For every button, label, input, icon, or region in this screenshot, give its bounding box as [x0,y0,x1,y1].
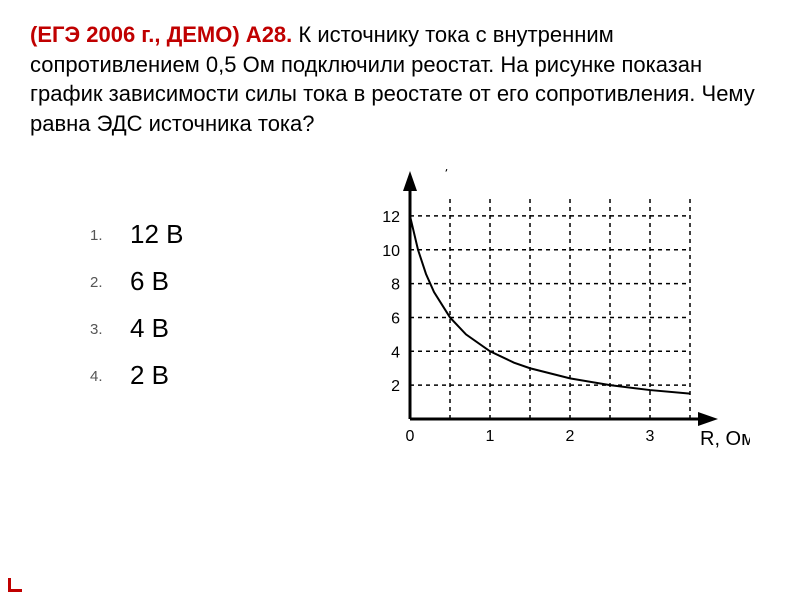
svg-text:I,A: I,A [438,169,463,174]
svg-text:6: 6 [391,310,400,327]
svg-text:10: 10 [382,243,400,260]
option-3: 4 В [90,313,330,344]
corner-decoration [8,578,22,592]
option-4: 2 В [90,360,330,391]
question-source: (ЕГЭ 2006 г., ДЕМО) A28. [30,22,292,47]
svg-text:2: 2 [566,428,575,445]
options-list: 12 В 6 В 4 В 2 В [90,219,330,391]
svg-text:4: 4 [391,344,400,361]
content-row: 12 В 6 В 4 В 2 В 246810120123I,AR, Ом [30,169,770,489]
svg-text:2: 2 [391,378,400,395]
option-1: 12 В [90,219,330,250]
svg-text:8: 8 [391,276,400,293]
svg-text:12: 12 [382,209,400,226]
option-2: 6 В [90,266,330,297]
svg-text:3: 3 [646,428,655,445]
svg-text:1: 1 [486,428,495,445]
chart-svg: 246810120123I,AR, Ом [350,169,750,489]
question-block: (ЕГЭ 2006 г., ДЕМО) A28. К источнику ток… [30,20,770,139]
svg-text:0: 0 [406,428,415,445]
answer-options: 12 В 6 В 4 В 2 В [30,169,330,407]
svg-text:R, Ом: R, Ом [700,428,750,450]
chart-holder: 246810120123I,AR, Ом [330,169,770,489]
